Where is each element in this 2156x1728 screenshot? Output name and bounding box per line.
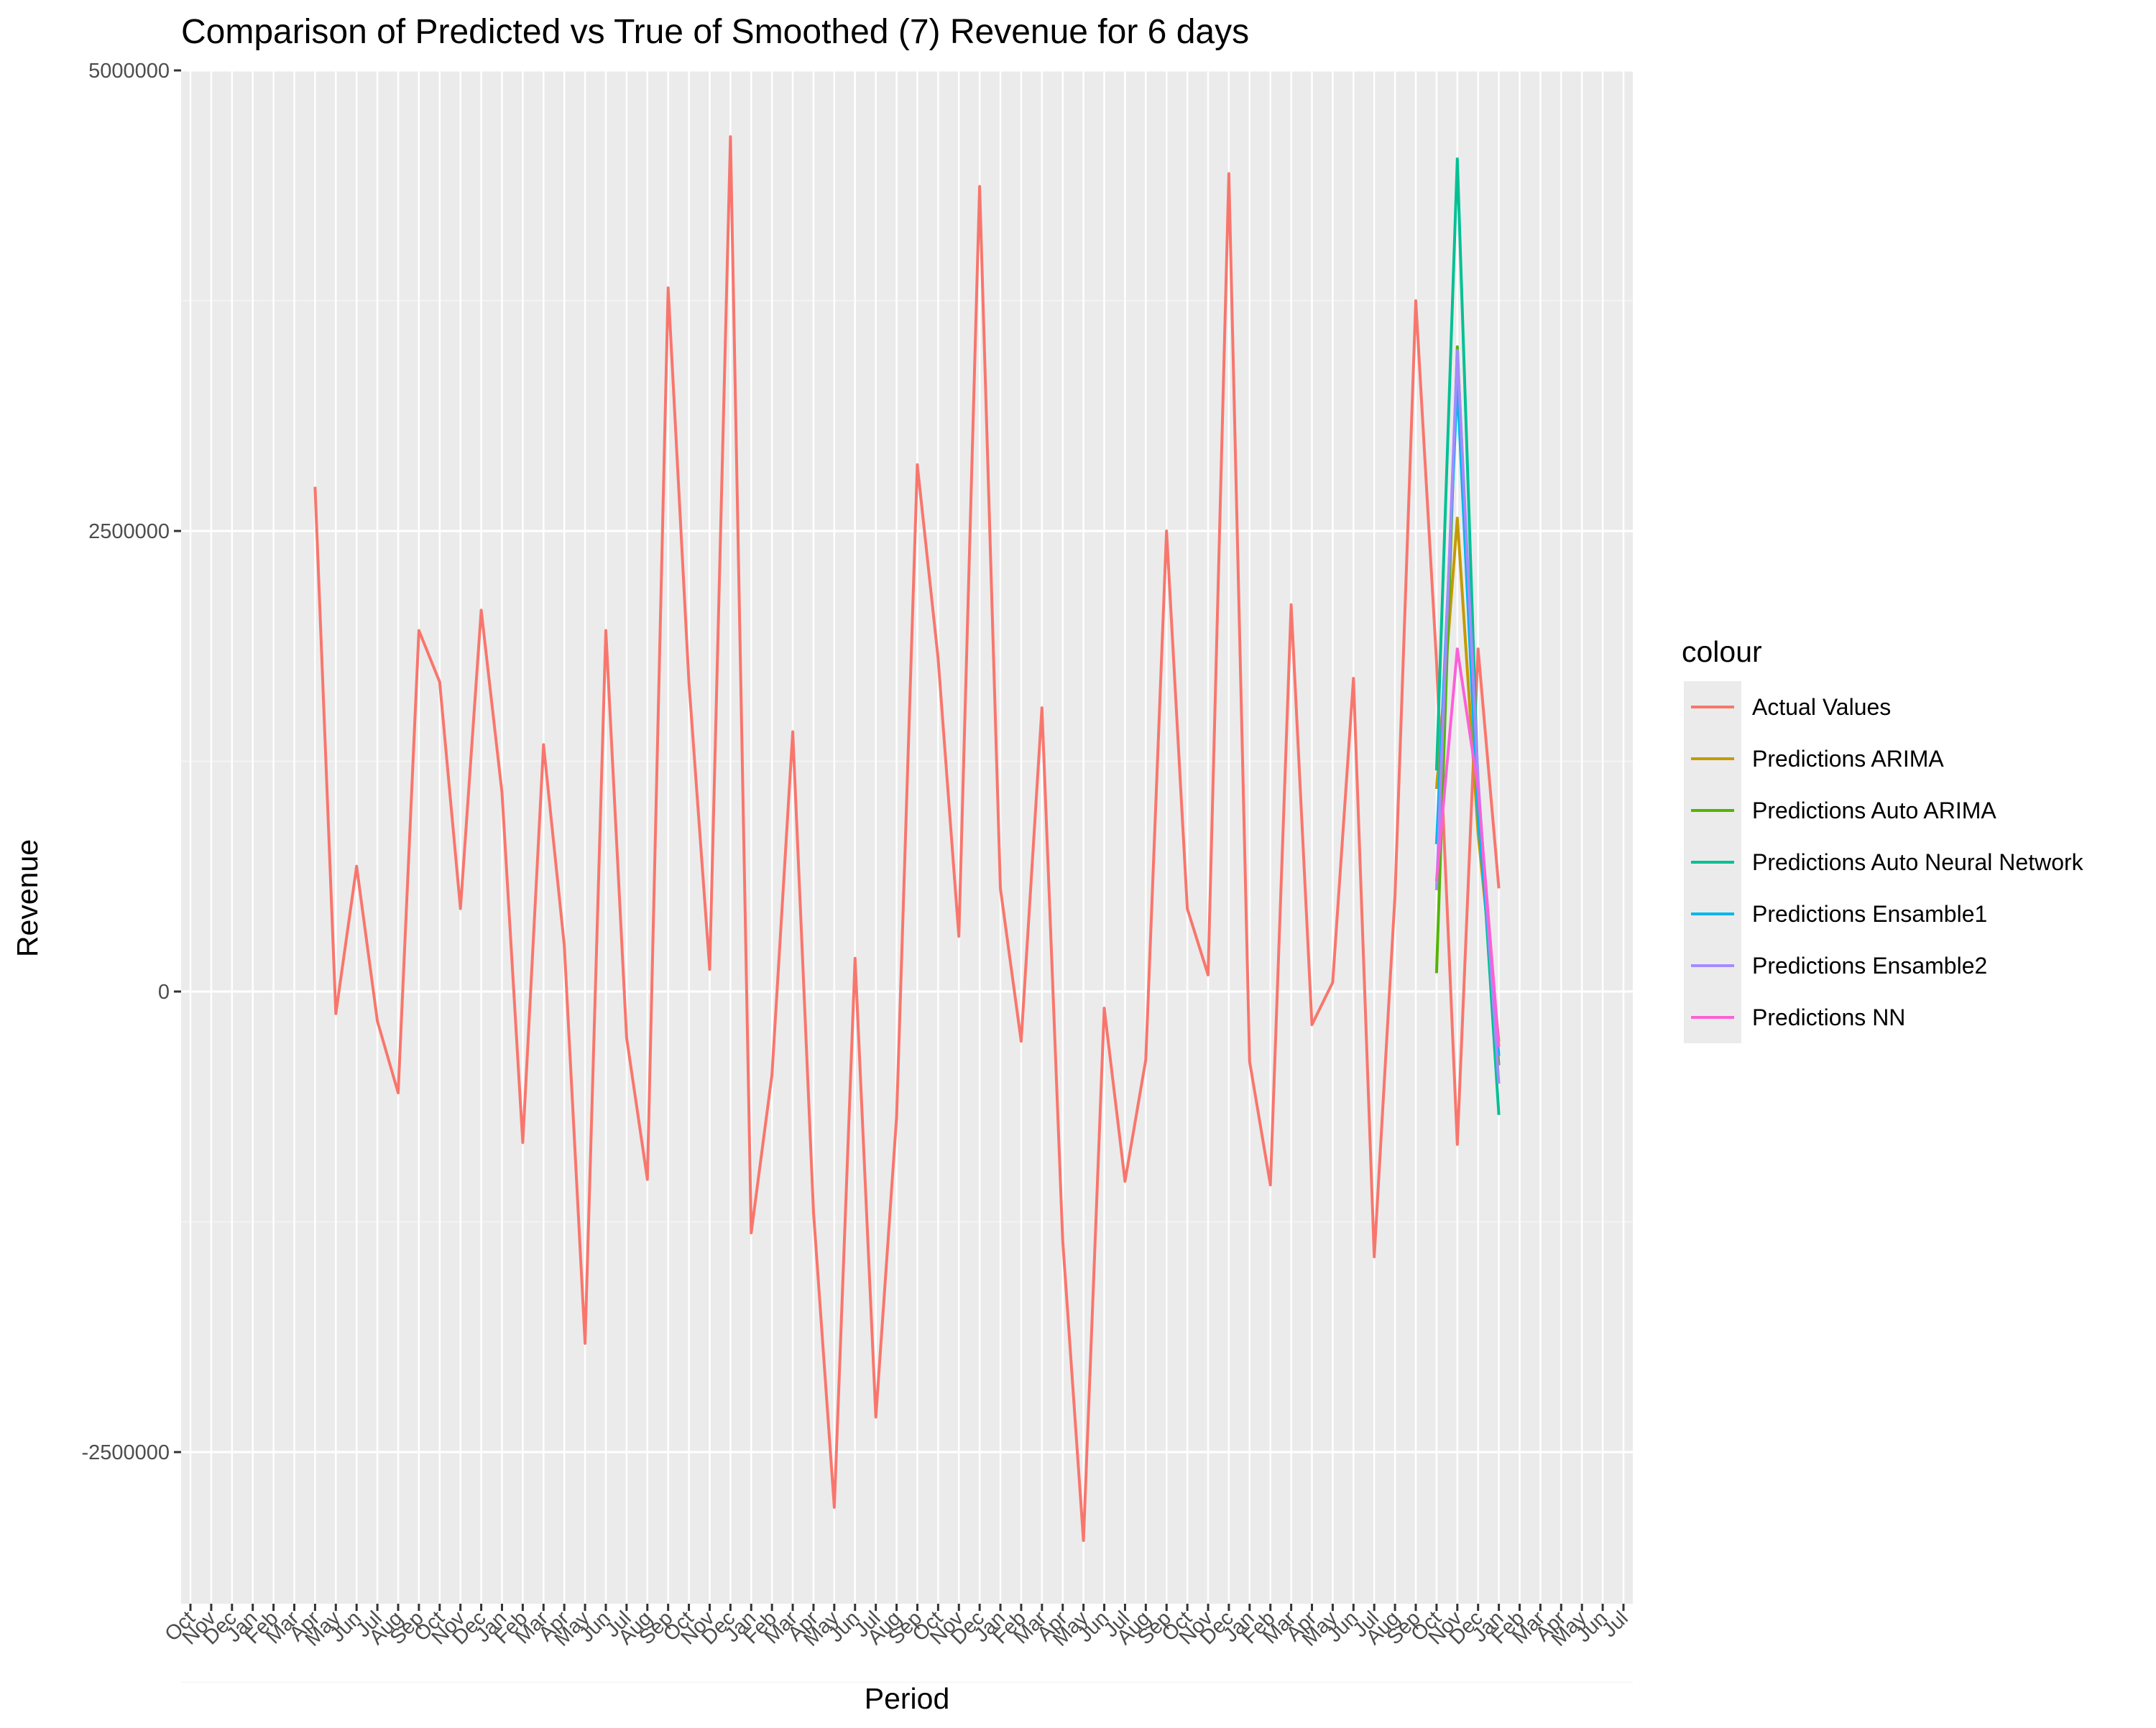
legend-label-predictions-nn: Predictions NN bbox=[1752, 1004, 1905, 1030]
x-axis-title: Period bbox=[865, 1682, 950, 1715]
series-layer bbox=[313, 135, 1501, 1543]
y-tick-label: -2500000 bbox=[81, 1441, 170, 1464]
legend-label-predictions-arima: Predictions ARIMA bbox=[1752, 746, 1944, 772]
legend-label-predictions-ensamble2: Predictions Ensamble2 bbox=[1752, 953, 1987, 979]
y-tick-label: 5000000 bbox=[88, 60, 170, 83]
y-axis: -2500000 0 2500000 5000000 bbox=[81, 60, 181, 1464]
legend-label-predictions-auto-arima: Predictions Auto ARIMA bbox=[1752, 798, 1996, 823]
series-line-actual-values bbox=[313, 135, 1501, 1543]
legend-title: colour bbox=[1682, 635, 1762, 668]
legend-label-predictions-ensamble1: Predictions Ensamble1 bbox=[1752, 901, 1987, 927]
legend-label-actual-values: Actual Values bbox=[1752, 694, 1891, 720]
chart-title: Comparison of Predicted vs True of Smoot… bbox=[181, 13, 1249, 51]
legend: colour Actual Values Predictions ARIMA Pre… bbox=[1682, 635, 2084, 1043]
y-tick-label: 2500000 bbox=[88, 520, 170, 543]
plot-panel bbox=[181, 69, 1633, 1683]
y-tick-label: 0 bbox=[158, 981, 170, 1004]
legend-label-predictions-auto-neural-network: Predictions Auto Neural Network bbox=[1752, 849, 2084, 875]
panel-background bbox=[181, 70, 1633, 1604]
y-axis-title: Revenue bbox=[11, 839, 44, 957]
series-line-predictions-nn bbox=[1434, 647, 1501, 1048]
